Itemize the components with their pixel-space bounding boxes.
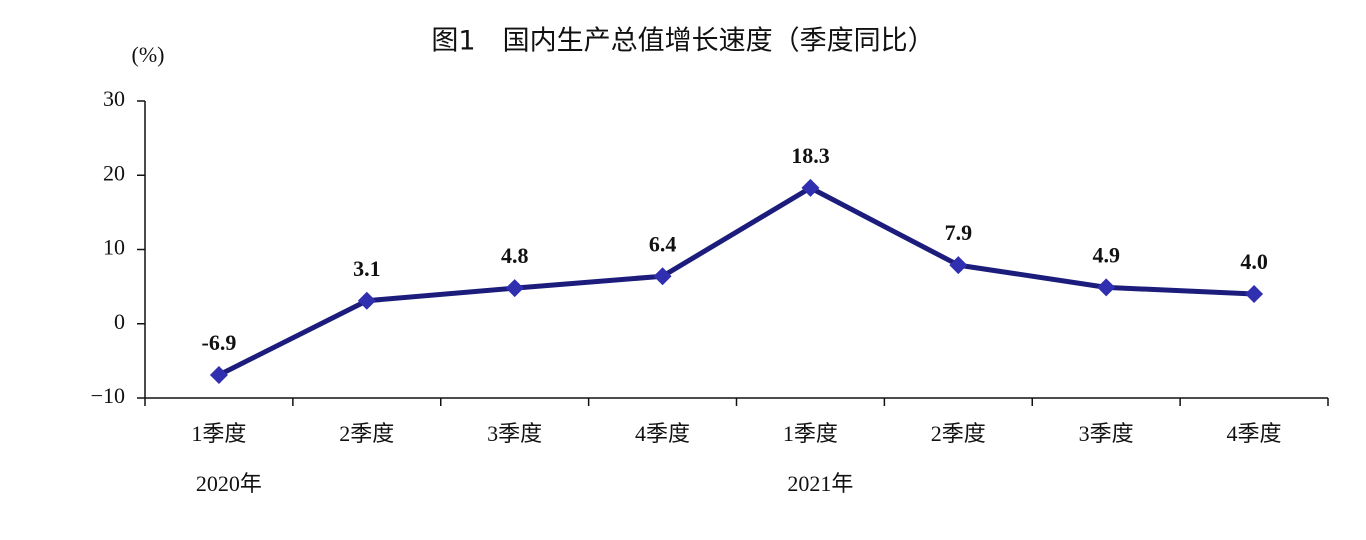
x-tick-label: 3季度 bbox=[487, 421, 542, 446]
line bbox=[217, 185, 1255, 378]
x-tick-label: 2季度 bbox=[339, 421, 394, 446]
x-tick-label: 1季度 bbox=[191, 421, 246, 446]
marker bbox=[1097, 278, 1116, 297]
y-tick-label: −10 bbox=[91, 383, 125, 408]
marker bbox=[357, 291, 376, 310]
x-tick-label: 4季度 bbox=[1227, 421, 1282, 446]
marker bbox=[653, 267, 672, 286]
y-tick-label: 20 bbox=[103, 160, 125, 185]
marker bbox=[949, 256, 968, 275]
value-label: 4.8 bbox=[501, 243, 529, 268]
x-tick-label: 3季度 bbox=[1079, 421, 1134, 446]
y-unit: (%) bbox=[132, 42, 165, 67]
x-tick-label: 2季度 bbox=[931, 421, 986, 446]
value-label: 18.3 bbox=[791, 143, 830, 168]
value-label: 6.4 bbox=[649, 231, 677, 256]
value-label: -6.9 bbox=[202, 330, 237, 355]
x-group-label: 2021年 bbox=[787, 471, 853, 496]
marker bbox=[801, 178, 820, 197]
y-tick-label: 10 bbox=[103, 235, 125, 260]
marker bbox=[505, 279, 524, 298]
marker bbox=[1245, 285, 1264, 304]
marker bbox=[209, 365, 228, 384]
chart-title: 图1 国内生产总值增长速度（季度同比） bbox=[431, 26, 934, 57]
y-tick-label: 0 bbox=[114, 309, 125, 334]
x-tick-label: 1季度 bbox=[783, 421, 838, 446]
value-label: 4.0 bbox=[1240, 249, 1268, 274]
value-label: 7.9 bbox=[945, 220, 973, 245]
value-label: 4.9 bbox=[1092, 242, 1120, 267]
value-label: 3.1 bbox=[353, 256, 381, 281]
x-tick-label: 4季度 bbox=[635, 421, 690, 446]
y-tick-label: 30 bbox=[103, 86, 125, 111]
x-group-label: 2020年 bbox=[196, 471, 262, 496]
